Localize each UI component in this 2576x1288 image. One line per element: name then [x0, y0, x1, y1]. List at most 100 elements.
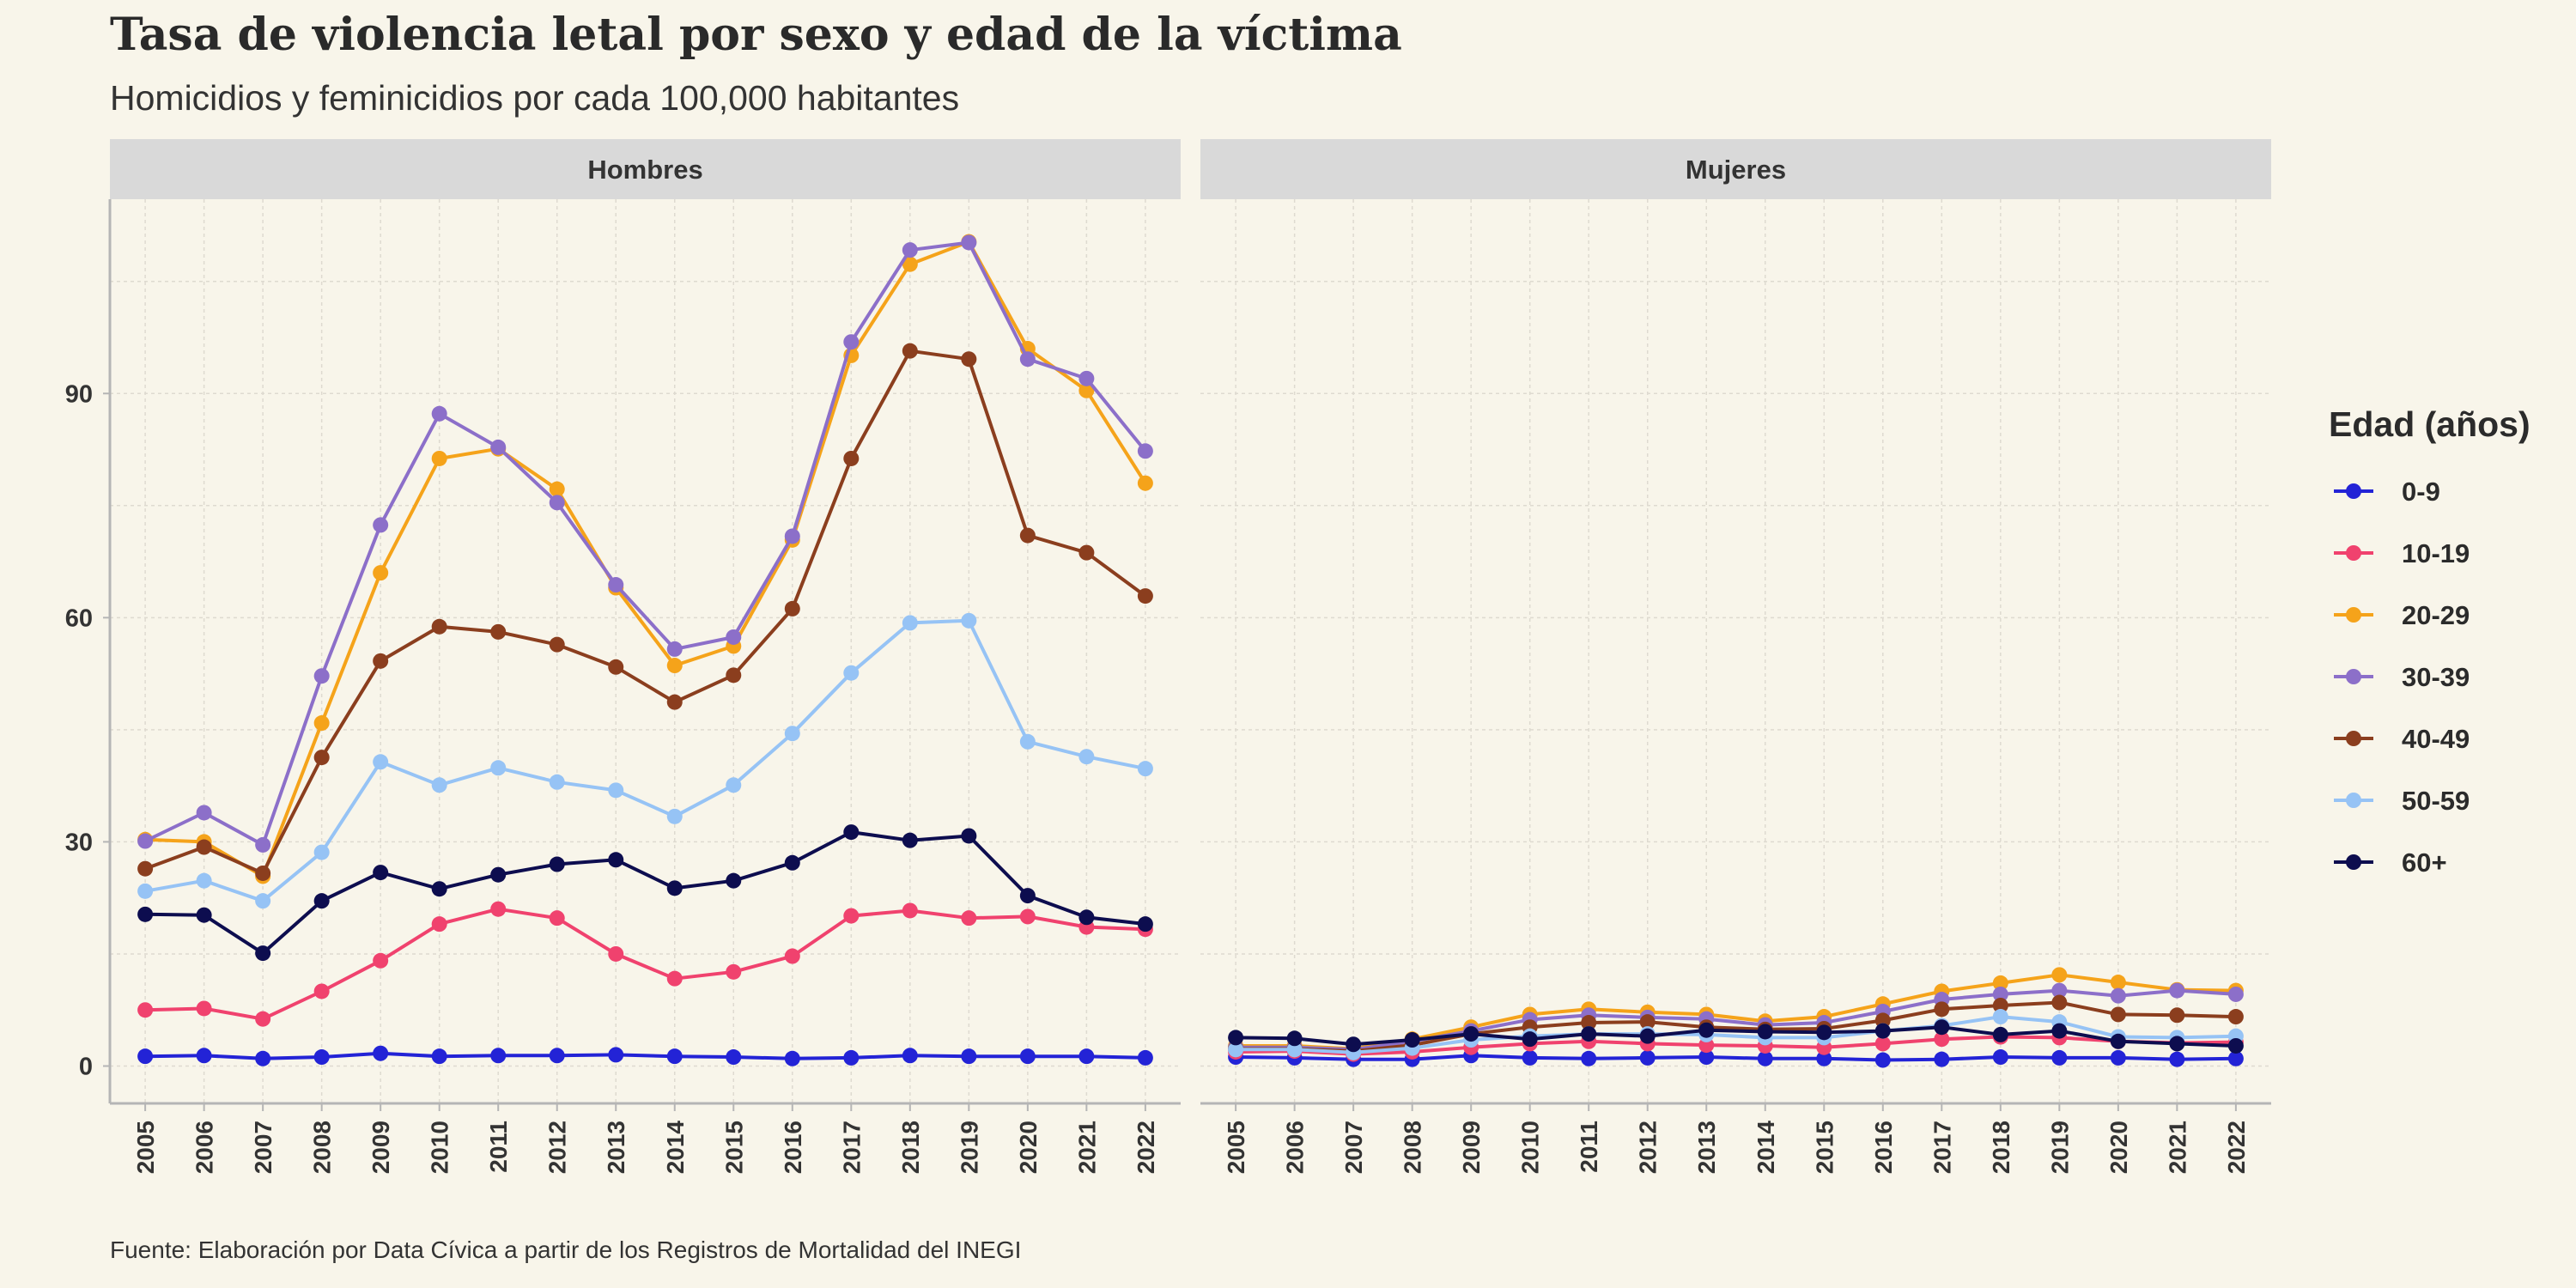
- data-point: [373, 565, 389, 581]
- data-point: [1992, 1026, 2008, 1042]
- data-point: [490, 901, 507, 917]
- data-point: [2051, 1023, 2068, 1039]
- series-20-29: [137, 234, 1153, 884]
- data-point: [1581, 1026, 1597, 1042]
- data-point: [1992, 986, 2008, 1002]
- data-point: [373, 653, 389, 669]
- x-tick-label: 2008: [309, 1121, 336, 1174]
- series-line: [145, 240, 1147, 878]
- x-tick-label: 2020: [1015, 1121, 1042, 1174]
- data-point: [490, 439, 507, 455]
- legend-item-40-49: 40-49: [2334, 724, 2470, 754]
- x-tick-label: 2016: [1870, 1121, 1897, 1174]
- x-tick-label: 2009: [1458, 1121, 1485, 1174]
- data-point: [2227, 1050, 2244, 1066]
- legend-key-point: [2346, 483, 2361, 499]
- x-tick-label: 2009: [368, 1121, 394, 1174]
- data-point: [2227, 986, 2244, 1002]
- data-point: [2110, 1033, 2126, 1049]
- data-point: [666, 641, 683, 657]
- x-tick-label: 2012: [544, 1121, 571, 1174]
- data-point: [666, 658, 683, 674]
- data-point: [666, 694, 683, 710]
- x-tick-label: 2008: [1400, 1121, 1426, 1174]
- data-point: [1639, 1014, 1656, 1030]
- data-point: [902, 1048, 918, 1064]
- x-tick-label: 2015: [720, 1121, 747, 1174]
- data-point: [961, 1048, 977, 1065]
- data-point: [1137, 916, 1153, 933]
- legend-key-point: [2346, 793, 2361, 808]
- data-point: [373, 865, 389, 881]
- legend-label: 20-29: [2402, 600, 2470, 630]
- series-line: [144, 240, 1147, 847]
- legend-key-point: [2346, 854, 2361, 870]
- legend-key-point: [2346, 669, 2361, 684]
- legend-label: 40-49: [2402, 724, 2470, 754]
- x-tick-label: 2005: [1223, 1121, 1249, 1174]
- y-tick-label: 30: [65, 829, 93, 856]
- data-point: [1404, 1032, 1420, 1048]
- data-point: [2110, 987, 2126, 1004]
- data-point: [1522, 1049, 1538, 1066]
- x-tick-label: 2022: [2223, 1121, 2250, 1174]
- data-point: [726, 667, 742, 683]
- data-point: [1463, 1026, 1479, 1042]
- data-point: [2051, 994, 2068, 1011]
- facet-hombres: Hombres 0 30 60 90 2005 2006 2007 2008 2009 2010 20…: [65, 139, 1181, 1174]
- data-point: [549, 495, 565, 511]
- data-point: [1874, 1036, 1891, 1052]
- data-point: [255, 945, 271, 962]
- x-tick-label: 2022: [1133, 1121, 1159, 1174]
- series-line: [1236, 1035, 2236, 1056]
- x-tick-label: 2017: [838, 1121, 865, 1174]
- series-60+: [1228, 1019, 2244, 1054]
- x-tick-label: 2019: [956, 1121, 982, 1174]
- data-point: [843, 334, 860, 350]
- data-point: [431, 405, 447, 422]
- data-point: [313, 893, 330, 909]
- x-tick-label: 2011: [485, 1121, 512, 1173]
- data-point: [2169, 1007, 2185, 1024]
- data-point: [196, 839, 212, 855]
- x-tick-label: 2013: [1693, 1121, 1720, 1174]
- series-line: [1236, 1054, 2236, 1062]
- data-point: [137, 1048, 154, 1065]
- data-point: [1934, 1001, 1950, 1018]
- data-point: [1078, 909, 1095, 926]
- y-tick-label: 60: [65, 605, 93, 632]
- data-point: [196, 805, 212, 821]
- data-point: [608, 577, 624, 593]
- series-50-59: [137, 612, 1153, 909]
- legend-label: 50-59: [2402, 786, 2470, 816]
- data-point: [1228, 1042, 1244, 1058]
- data-point: [1816, 1050, 1832, 1066]
- data-point: [726, 777, 742, 793]
- series-line: [145, 907, 1145, 1021]
- series-line: [1236, 1025, 2236, 1048]
- data-point: [1019, 908, 1036, 925]
- data-point: [490, 760, 507, 776]
- x-tick-label: 2010: [1517, 1121, 1544, 1174]
- data-point: [549, 856, 565, 872]
- legend-label: 0-9: [2402, 477, 2440, 507]
- data-point: [726, 963, 742, 980]
- facet-strip: [1200, 139, 2271, 199]
- data-point: [2110, 975, 2126, 991]
- source-caption: Fuente: Elaboración por Data Cívica a pa…: [110, 1236, 1022, 1263]
- data-point: [313, 750, 330, 766]
- data-point: [1639, 1028, 1656, 1044]
- data-point: [1934, 1031, 1950, 1048]
- data-point: [1581, 1050, 1597, 1066]
- data-point: [2051, 1049, 2068, 1066]
- data-point: [2227, 1037, 2244, 1054]
- x-tick-label: 2012: [1635, 1121, 1662, 1174]
- data-point: [255, 1011, 271, 1027]
- data-point: [255, 836, 271, 853]
- legend-title: Edad (años): [2329, 404, 2530, 444]
- series-line: [144, 349, 1147, 875]
- data-point: [1757, 1050, 1773, 1066]
- facet-label: Mujeres: [1686, 155, 1786, 185]
- legend: Edad (años) 0-9 10-19 20-29 30-39 40-49 50-59 6…: [2329, 404, 2530, 878]
- legend-item-50-59: 50-59: [2334, 786, 2470, 816]
